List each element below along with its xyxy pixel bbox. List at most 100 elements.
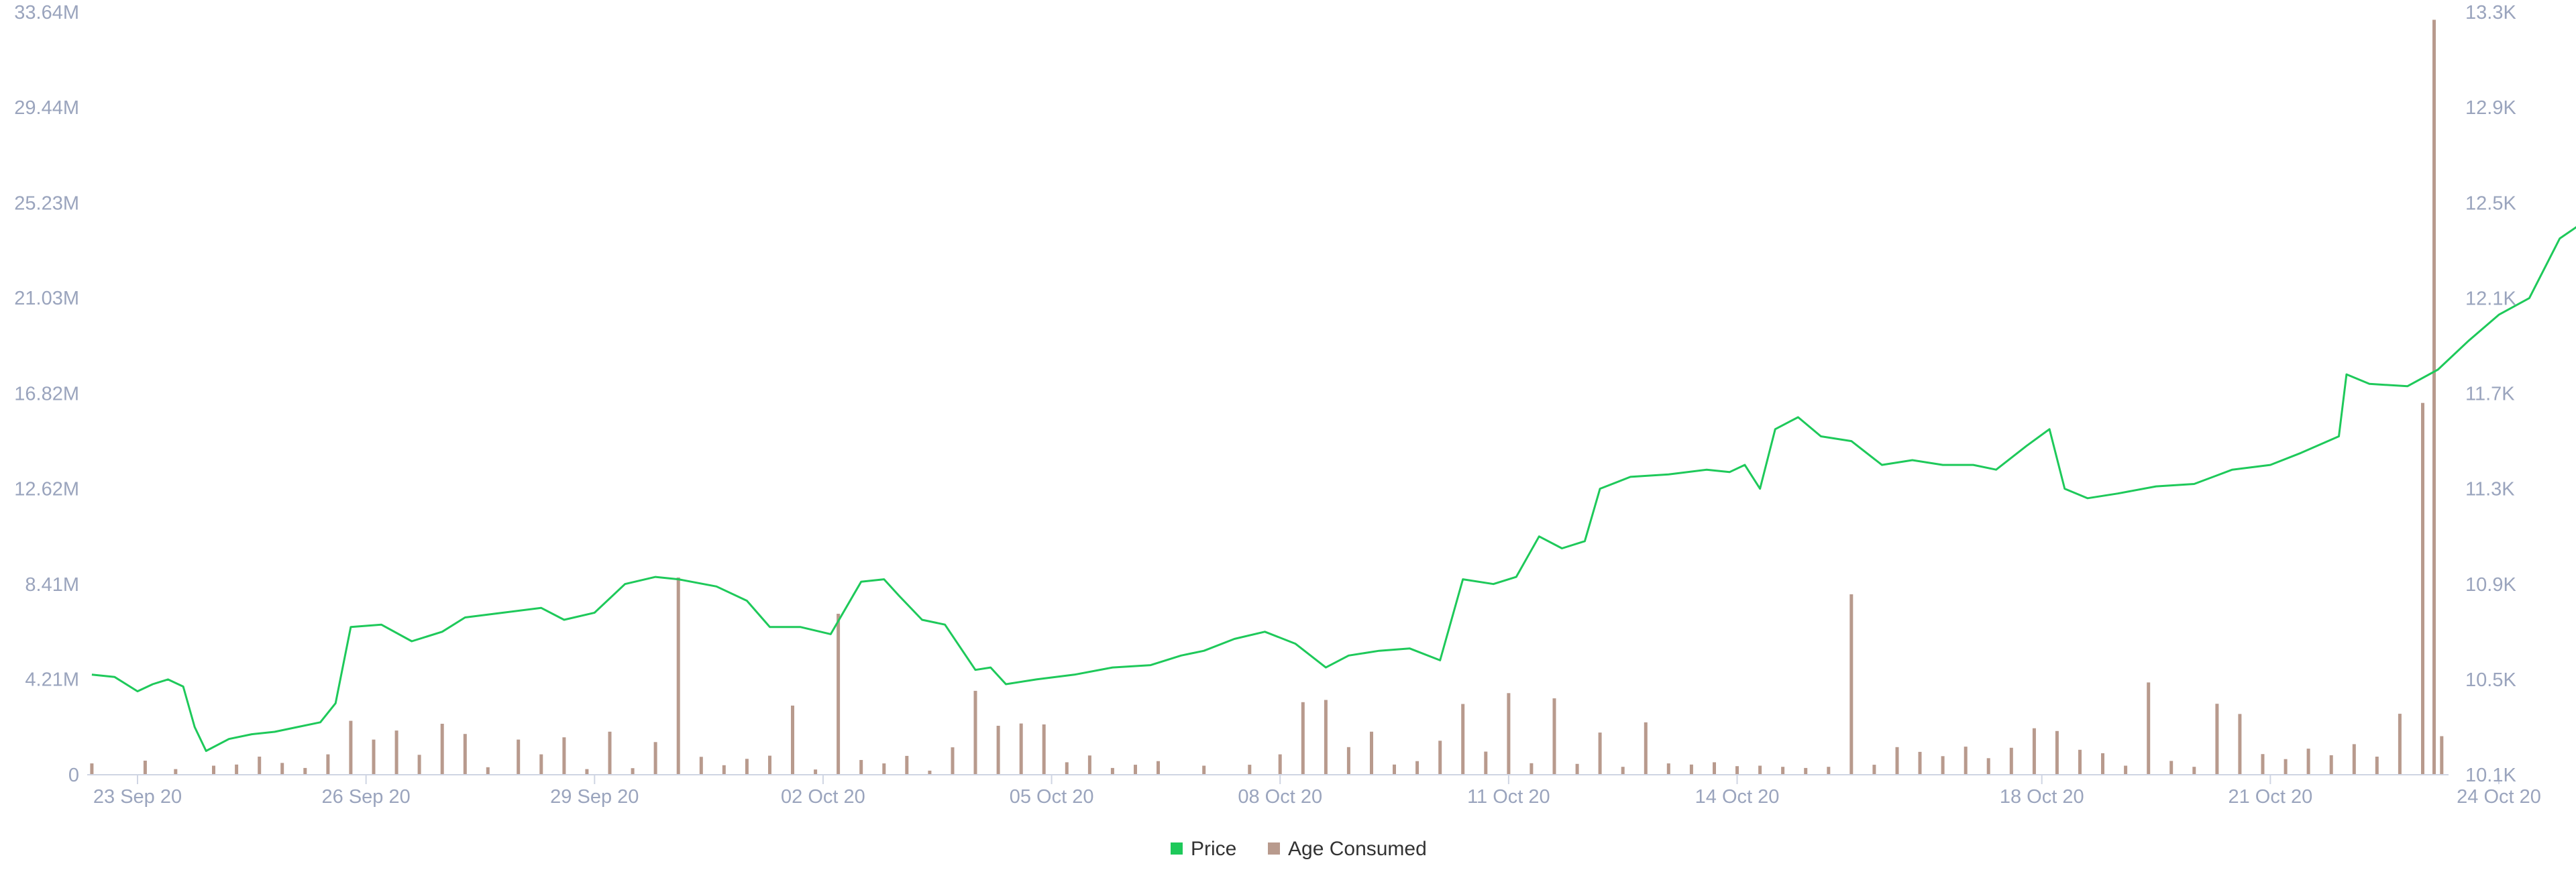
age-consumed-bar: [1849, 594, 1854, 775]
age-consumed-bar: [1827, 767, 1831, 775]
age-consumed-bar: [1157, 761, 1160, 775]
left-tick-label: 29.44M: [14, 97, 79, 119]
x-tick-label: 24 Oct 20: [2457, 786, 2541, 808]
legend-item-label[interactable]: Price: [1191, 838, 1236, 860]
age-consumed-bar: [349, 720, 353, 775]
x-tick-label: 18 Oct 20: [2000, 786, 2084, 808]
age-consumed-bar: [2440, 736, 2444, 775]
age-consumed-bar: [699, 757, 703, 775]
right-tick-label: 10.9K: [2465, 574, 2516, 596]
age-consumed-bar: [539, 754, 543, 775]
age-consumed-bar: [486, 767, 490, 775]
age-consumed-bar: [1689, 764, 1693, 775]
age-consumed-bar: [235, 764, 239, 775]
age-consumed-bar: [1781, 767, 1785, 775]
age-consumed-bar: [1575, 763, 1579, 775]
age-consumed-bar: [1713, 762, 1716, 775]
age-consumed-bar: [2284, 759, 2288, 775]
age-consumed-bar: [2352, 744, 2356, 775]
age-consumed-bar: [2238, 714, 2242, 775]
age-consumed-bar: [1986, 758, 1990, 775]
age-consumed-bar: [280, 763, 284, 775]
age-consumed-bar: [212, 765, 215, 775]
age-consumed-bar: [1393, 764, 1396, 775]
age-consumed-bar: [2398, 714, 2402, 775]
age-consumed-bar: [2169, 761, 2174, 775]
age-consumed-bar: [837, 614, 841, 775]
x-tick-label: 21 Oct 20: [2228, 786, 2312, 808]
age-consumed-bar: [463, 734, 467, 775]
age-consumed-series: [90, 19, 2444, 775]
right-tick-label: 10.5K: [2465, 669, 2516, 691]
age-consumed-bar: [631, 768, 635, 775]
age-consumed-bar: [928, 770, 932, 775]
age-consumed-bar: [1552, 698, 1556, 775]
age-consumed-bar: [90, 763, 94, 775]
age-consumed-bar: [2329, 755, 2333, 775]
age-consumed-bar: [417, 755, 421, 775]
age-consumed-bar: [2147, 682, 2151, 775]
x-tick-label: 26 Sep 20: [322, 786, 411, 808]
x-tick-label: 08 Oct 20: [1238, 786, 1322, 808]
age-consumed-bar: [2421, 402, 2424, 775]
age-consumed-bar: [676, 577, 680, 775]
age-consumed-bar: [2375, 757, 2379, 775]
age-consumed-bar: [517, 739, 521, 775]
left-tick-label: 21.03M: [14, 288, 79, 309]
x-tick-label: 14 Oct 20: [1695, 786, 1780, 808]
age-consumed-bar: [608, 731, 612, 775]
x-axis: 23 Sep 20 26 Sep 20 29 Sep 20 02 Oct 20 05 O…: [87, 774, 2541, 808]
x-tick-label: 05 Oct 20: [1010, 786, 1094, 808]
right-tick-label: 11.3K: [2465, 479, 2515, 500]
age-consumed-bar: [1415, 761, 1419, 775]
left-tick-label: 8.41M: [25, 574, 79, 596]
legend-item-label[interactable]: Age Consumed: [1288, 838, 1427, 860]
age-consumed-bar: [1278, 754, 1282, 775]
age-consumed-bar: [1087, 755, 1091, 775]
left-tick-label: 4.21M: [25, 669, 79, 691]
age-consumed-bar: [303, 767, 307, 775]
legend: Price Age Consumed: [1171, 838, 1427, 860]
age-consumed-bar: [1301, 702, 1305, 775]
age-consumed-bar: [1895, 747, 1899, 775]
age-consumed-bar: [2055, 730, 2059, 775]
age-consumed-bar: [1484, 751, 1488, 775]
age-consumed-bar: [143, 761, 147, 775]
age-consumed-bar: [1370, 731, 1373, 775]
age-consumed-bar: [2124, 765, 2128, 775]
right-tick-label: 13.3K: [2465, 2, 2516, 23]
left-tick-label: 25.23M: [14, 193, 79, 214]
left-y-axis: 0 4.21M 8.41M 12.62M 16.82M 21.03M 25.23M 29.44…: [14, 2, 79, 786]
age-consumed-bar: [1529, 763, 1534, 775]
x-tick-label: 02 Oct 20: [781, 786, 865, 808]
age-consumed-bar: [973, 690, 977, 775]
age-consumed-bar: [2101, 753, 2104, 775]
age-consumed-bar: [1804, 767, 1808, 775]
right-tick-label: 12.5K: [2465, 193, 2516, 214]
age-consumed-bar: [1507, 693, 1511, 775]
left-tick-label: 12.62M: [14, 478, 79, 500]
age-consumed-bar: [1019, 723, 1023, 775]
age-consumed-bar: [1666, 763, 1670, 775]
age-consumed-bar: [2215, 704, 2219, 775]
left-tick-label: 16.82M: [14, 384, 79, 405]
age-consumed-bar: [2432, 19, 2436, 775]
age-consumed-bar: [814, 769, 818, 775]
age-consumed-bar: [791, 705, 794, 775]
legend-swatch: [1171, 842, 1183, 855]
age-consumed-bar: [1461, 704, 1465, 775]
legend-swatch: [1268, 842, 1280, 855]
price-series-line: [91, 226, 2576, 752]
age-consumed-bar: [859, 760, 863, 775]
age-consumed-bar: [882, 763, 886, 775]
age-consumed-bar: [745, 759, 749, 775]
age-consumed-bar: [1918, 751, 1922, 775]
age-consumed-bar: [1134, 765, 1137, 775]
age-consumed-bar: [372, 739, 376, 775]
x-tick-label: 29 Sep 20: [550, 786, 639, 808]
age-consumed-bar: [326, 754, 330, 775]
x-tick-label: 11 Oct 20: [1467, 786, 1550, 808]
x-tick-label: 23 Sep 20: [93, 786, 182, 808]
left-tick-label: 33.64M: [14, 2, 79, 23]
age-consumed-bar: [562, 737, 566, 775]
